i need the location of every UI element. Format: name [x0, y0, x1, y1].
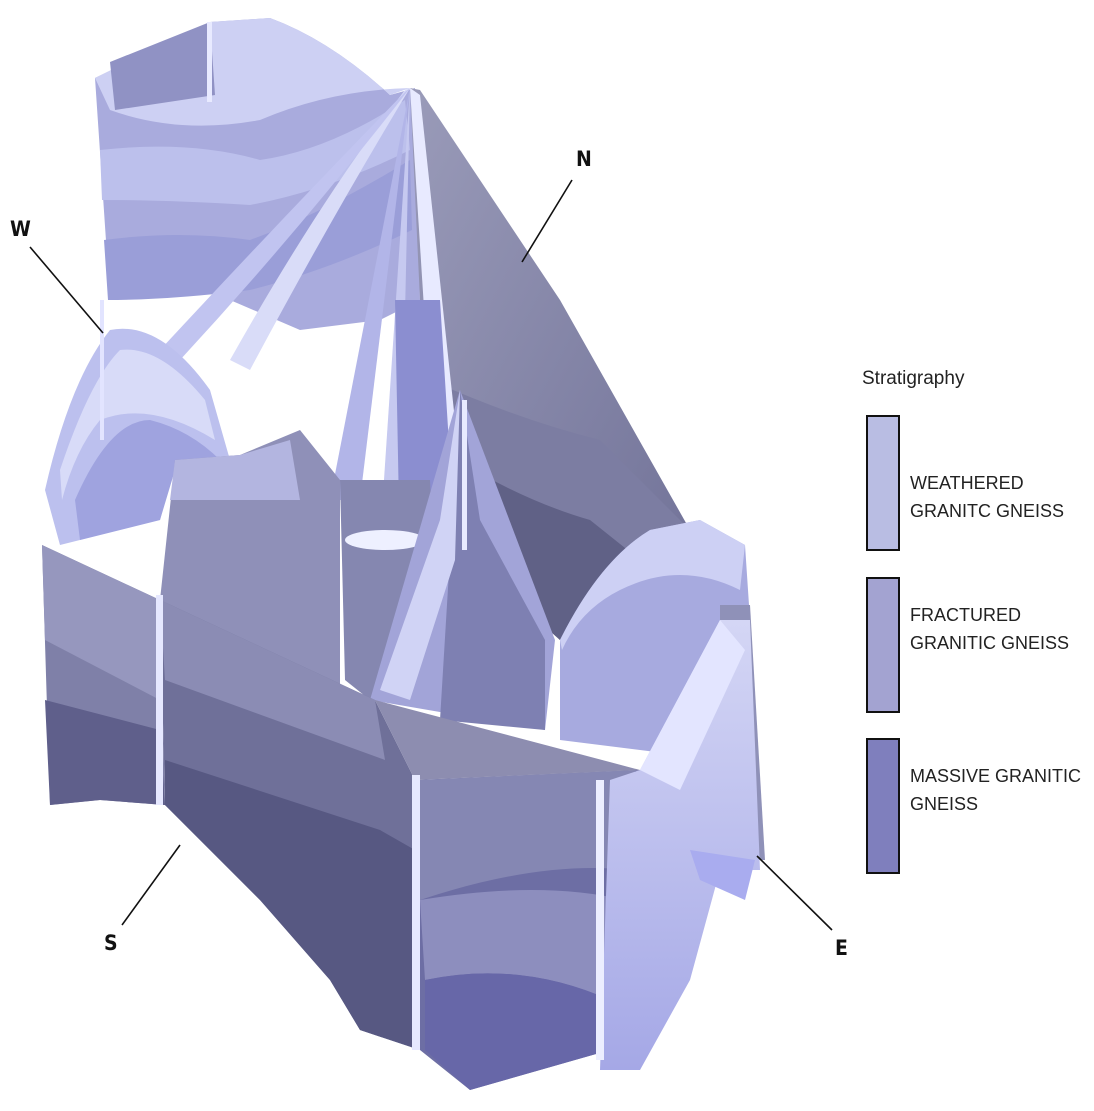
west-leader — [29, 246, 104, 334]
back-northwest-panel — [95, 18, 420, 330]
central-panel-b — [170, 440, 300, 500]
fractured-swatch — [866, 577, 900, 713]
weathered-label: WEATHERED GRANITC GNEISS — [910, 473, 1065, 521]
central-cone-light — [380, 390, 460, 700]
vertical-seams — [100, 22, 604, 1060]
west-label: W — [10, 217, 31, 241]
back-panel-top-shadow — [110, 22, 215, 110]
compass-leaders — [29, 179, 833, 931]
weathered-swatch — [866, 415, 900, 551]
south-front-wall — [42, 545, 640, 1090]
north-wall-band — [430, 380, 690, 560]
legend-title: Stratigraphy — [862, 368, 965, 389]
massive-label: MASSIVE GRANITIC GNEISS — [910, 766, 1082, 814]
southeast-corner — [600, 620, 760, 1070]
south-label: S — [104, 931, 118, 955]
north-leader — [521, 179, 573, 263]
south-leader — [121, 844, 181, 926]
south-wall-top-rim — [375, 700, 640, 780]
east-leader — [756, 855, 833, 931]
north-label: N — [576, 147, 592, 171]
west-panel — [45, 328, 230, 545]
cylinder-top — [345, 530, 425, 550]
fractured-label: FRACTURED GRANITIC GNEISS — [910, 605, 1070, 653]
back-panel-band-3 — [104, 160, 412, 300]
massive-swatch — [866, 738, 900, 874]
east-label: E — [835, 936, 848, 960]
